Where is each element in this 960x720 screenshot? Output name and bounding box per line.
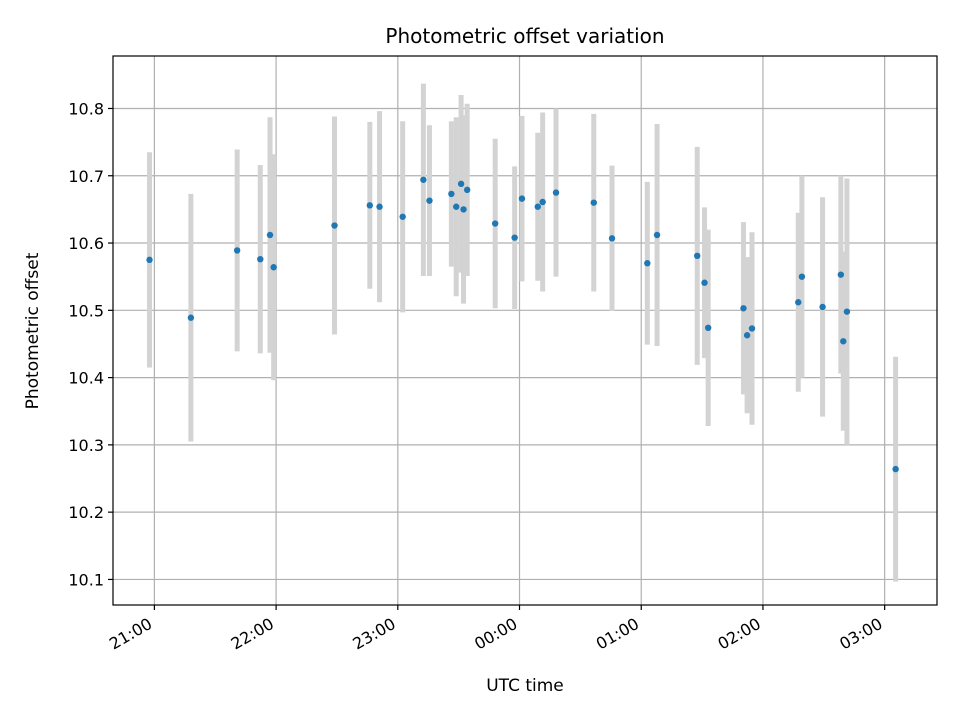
- data-point: [187, 314, 195, 321]
- data-point: [366, 202, 374, 209]
- data-point: [701, 279, 708, 286]
- data-point: [590, 199, 597, 206]
- data-point: [457, 180, 465, 188]
- data-point: [704, 324, 712, 332]
- x-axis-title: UTC time: [486, 676, 564, 696]
- data-point: [653, 231, 661, 239]
- data-point: [257, 255, 264, 263]
- data-point: [843, 308, 851, 315]
- data-point: [233, 247, 241, 254]
- y-tick-label: 10.6: [68, 234, 104, 253]
- data-point: [420, 176, 427, 183]
- y-tick-label: 10.1: [68, 570, 104, 589]
- y-tick-label: 10.2: [68, 503, 104, 522]
- data-point: [743, 332, 751, 339]
- data-point: [798, 273, 806, 280]
- data-point: [399, 213, 406, 220]
- data-point: [644, 260, 651, 267]
- data-point: [448, 190, 455, 198]
- data-point: [270, 264, 277, 271]
- data-point: [426, 197, 433, 204]
- data-point: [837, 271, 845, 278]
- y-axis-ticks: 10.1 10.2 10.3 10.4 10.5 10.6 10.7 10.8: [68, 99, 113, 589]
- data-point: [511, 234, 518, 241]
- data-point: [453, 203, 460, 210]
- chart-title: Photometric offset variation: [385, 24, 664, 48]
- data-point: [539, 198, 546, 206]
- data-point: [146, 256, 153, 264]
- y-axis-title: Photometric offset: [23, 252, 43, 409]
- y-tick-label: 10.8: [68, 99, 104, 118]
- data-point: [819, 303, 826, 311]
- y-tick-label: 10.3: [68, 436, 104, 455]
- data-points: [146, 176, 899, 473]
- data-point: [608, 235, 616, 242]
- y-tick-label: 10.5: [68, 301, 104, 320]
- data-point: [518, 195, 526, 202]
- data-point: [840, 338, 847, 345]
- data-point: [491, 220, 499, 227]
- data-point: [376, 203, 383, 210]
- plot-area-frame: [112, 55, 938, 606]
- data-point: [266, 231, 274, 239]
- data-point: [331, 222, 338, 229]
- data-point: [748, 325, 756, 332]
- y-tick-label: 10.4: [68, 369, 104, 388]
- data-point: [552, 189, 560, 196]
- y-tick-label: 10.7: [68, 167, 104, 186]
- data-point: [534, 203, 541, 210]
- data-point: [694, 252, 701, 260]
- data-point: [463, 186, 471, 194]
- data-point: [460, 206, 467, 213]
- data-point: [892, 465, 899, 473]
- data-point: [795, 299, 802, 306]
- data-point: [740, 305, 747, 312]
